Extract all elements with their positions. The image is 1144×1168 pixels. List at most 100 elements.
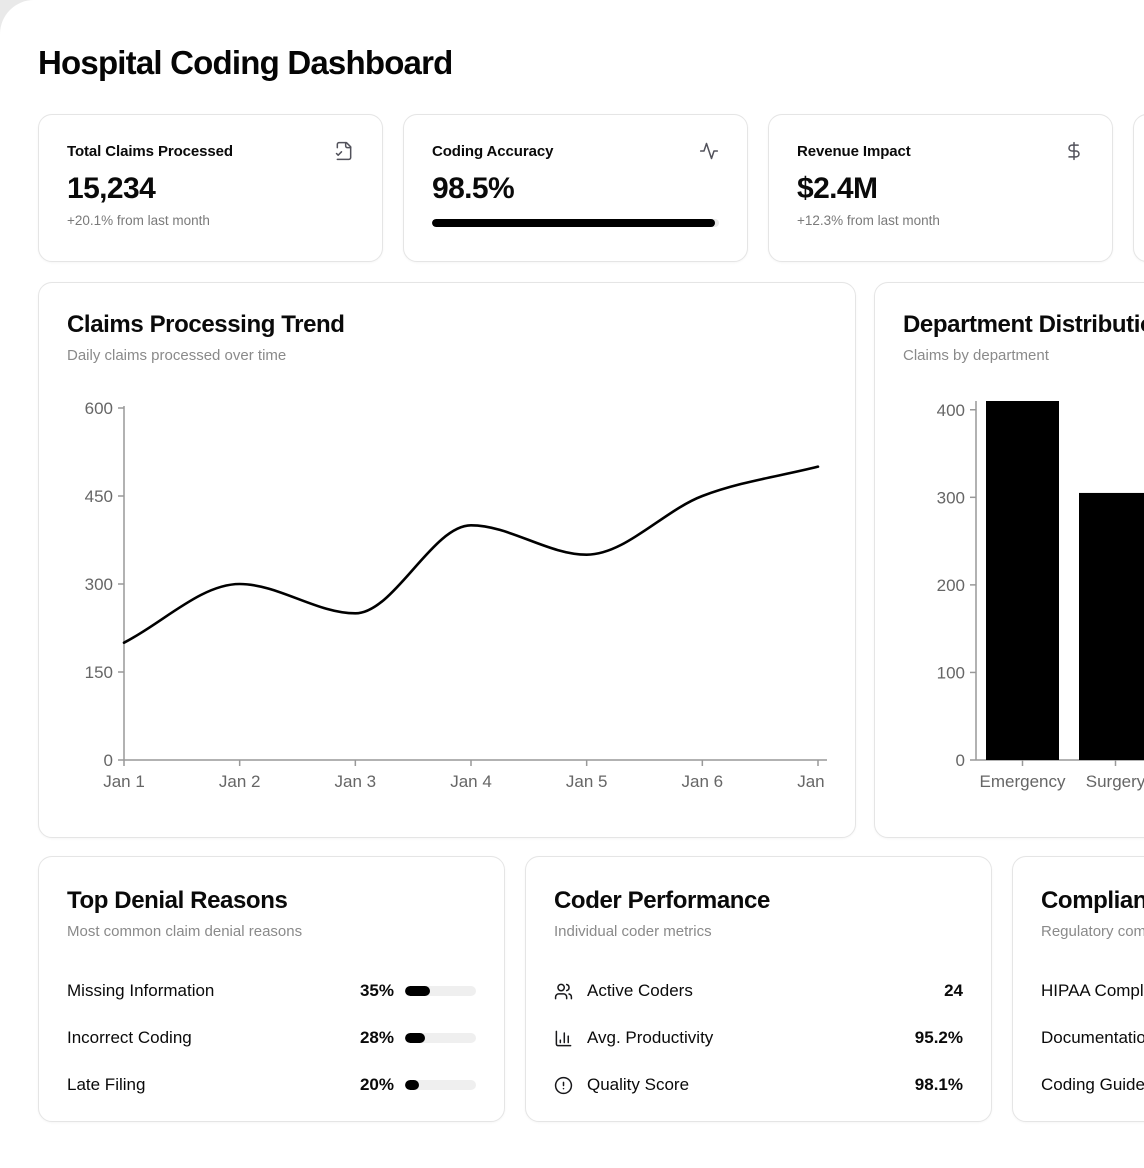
coder-metric-row: Quality Score 98.1% (554, 1070, 963, 1100)
coder-metric-row: Active Coders 24 (554, 976, 963, 1006)
compliance-label: HIPAA Compliance (1041, 981, 1144, 1000)
accuracy-progress-fill (432, 219, 715, 227)
coders-list: Active Coders 24 Avg. Productivity 95.2% (554, 976, 963, 1100)
top-denial-reasons-card: Top Denial Reasons Most common claim den… (38, 856, 505, 1122)
alert-circle-icon (554, 1076, 573, 1095)
stat-card-clipped (1133, 114, 1144, 262)
svg-text:Jan 3: Jan 3 (335, 772, 377, 791)
compliance-row: Documentation (1041, 1023, 1144, 1053)
denial-progress-track (405, 1080, 476, 1090)
accuracy-progress-track (432, 219, 719, 227)
denial-value-group: 20% (360, 1075, 476, 1095)
svg-text:Jan 2: Jan 2 (219, 772, 261, 791)
denial-label: Incorrect Coding (67, 1028, 192, 1047)
svg-text:300: 300 (85, 575, 113, 594)
compliance-list: HIPAA Compliance Documentation Coding Gu… (1041, 976, 1144, 1100)
coders-title: Coder Performance (554, 887, 770, 914)
stat-value: $2.4M (797, 172, 878, 205)
svg-text:600: 600 (85, 399, 113, 418)
coder-metric-value: 98.1% (914, 1075, 963, 1094)
activity-icon (699, 141, 719, 161)
denial-row: Late Filing 20% (67, 1070, 476, 1100)
page-title: Hospital Coding Dashboard (38, 44, 453, 81)
denial-label: Late Filing (67, 1075, 146, 1094)
svg-text:Jan 1: Jan 1 (103, 772, 145, 791)
stat-value: 98.5% (432, 172, 515, 205)
stats-row: Total Claims Processed 15,234 +20.1% fro… (38, 114, 1144, 262)
compliance-row: Coding Guidelines (1041, 1070, 1144, 1100)
svg-text:Jan 6: Jan 6 (682, 772, 724, 791)
stat-card-revenue-impact: Revenue Impact $2.4M +12.3% from last mo… (768, 114, 1113, 262)
denial-label: Missing Information (67, 981, 215, 1000)
department-distribution-subtitle: Claims by department (903, 347, 1049, 364)
coders-subtitle: Individual coder metrics (554, 923, 712, 940)
claims-trend-line-chart: 0 150 300 450 600 Jan 1 Jan 2 Jan 3 Jan 4 Jan 5 Ja… (67, 398, 839, 815)
denial-percent: 20% (359, 1075, 394, 1094)
users-icon (554, 982, 573, 1001)
coder-metric-left: Quality Score (554, 1075, 689, 1095)
coder-metric-label: Active Coders (587, 981, 693, 1000)
svg-text:Surgery: Surgery (1086, 772, 1144, 791)
department-distribution-bar-chart: 0 100 200 300 400 Emergency Surgery (903, 398, 1144, 815)
svg-text:100: 100 (937, 663, 965, 682)
bottom-row: Top Denial Reasons Most common claim den… (38, 856, 1144, 1122)
svg-text:Jan 7: Jan 7 (797, 772, 829, 791)
stat-change: +12.3% from last month (797, 213, 940, 228)
file-check-icon (334, 141, 354, 161)
claims-trend-title: Claims Processing Trend (67, 311, 345, 338)
coder-metric-label: Quality Score (587, 1075, 690, 1094)
claims-trend-card: Claims Processing Trend Daily claims pro… (38, 282, 856, 838)
stat-change: +20.1% from last month (67, 213, 210, 228)
denials-title: Top Denial Reasons (67, 887, 288, 914)
compliance-title: Compliance (1041, 887, 1144, 914)
compliance-subtitle: Regulatory compliance status (1041, 923, 1144, 940)
coder-metric-row: Avg. Productivity 95.2% (554, 1023, 963, 1053)
denial-row: Incorrect Coding 28% (67, 1023, 476, 1053)
stat-label: Revenue Impact (797, 143, 911, 160)
denial-progress-fill (405, 1033, 425, 1043)
svg-text:450: 450 (85, 487, 113, 506)
svg-text:300: 300 (937, 488, 965, 507)
denial-progress-track (405, 986, 476, 996)
svg-text:200: 200 (937, 576, 965, 595)
coder-metric-left: Active Coders (554, 981, 693, 1001)
coder-metric-label: Avg. Productivity (587, 1028, 714, 1047)
denial-value-group: 35% (360, 981, 476, 1001)
svg-text:Emergency: Emergency (980, 772, 1066, 791)
coder-metric-value: 95.2% (914, 1028, 963, 1047)
denial-row: Missing Information 35% (67, 976, 476, 1006)
compliance-label: Documentation (1041, 1028, 1144, 1047)
department-distribution-title: Department Distribution (903, 311, 1144, 338)
compliance-row: HIPAA Compliance (1041, 976, 1144, 1006)
compliance-label: Coding Guidelines (1041, 1075, 1144, 1094)
svg-text:0: 0 (104, 751, 113, 770)
stat-label: Coding Accuracy (432, 143, 554, 160)
stat-card-header: Coding Accuracy (432, 141, 719, 161)
stat-card-header: Revenue Impact (797, 141, 1084, 161)
stat-card-total-claims: Total Claims Processed 15,234 +20.1% fro… (38, 114, 383, 262)
dollar-icon (1064, 141, 1084, 161)
claims-trend-subtitle: Daily claims processed over time (67, 347, 287, 364)
svg-text:150: 150 (85, 663, 113, 682)
denial-percent: 35% (359, 981, 394, 1000)
stat-card-coding-accuracy: Coding Accuracy 98.5% (403, 114, 748, 262)
stat-value: 15,234 (67, 172, 156, 205)
stat-card-header: Total Claims Processed (67, 141, 354, 161)
coder-metric-value: 24 (944, 981, 963, 1000)
denial-progress-fill (405, 1080, 420, 1090)
charts-row: Claims Processing Trend Daily claims pro… (38, 282, 1144, 838)
stat-label: Total Claims Processed (67, 143, 233, 160)
svg-text:Jan 5: Jan 5 (566, 772, 608, 791)
bar-chart-icon (554, 1029, 573, 1048)
denial-progress-track (405, 1033, 476, 1043)
svg-text:0: 0 (956, 751, 965, 770)
svg-text:Jan 4: Jan 4 (450, 772, 492, 791)
denials-list: Missing Information 35% Incorrect Coding… (67, 976, 476, 1100)
denial-progress-fill (405, 986, 430, 996)
svg-text:400: 400 (937, 401, 965, 420)
denials-subtitle: Most common claim denial reasons (67, 923, 303, 940)
coder-performance-card: Coder Performance Individual coder metri… (525, 856, 992, 1122)
denial-value-group: 28% (360, 1028, 476, 1048)
